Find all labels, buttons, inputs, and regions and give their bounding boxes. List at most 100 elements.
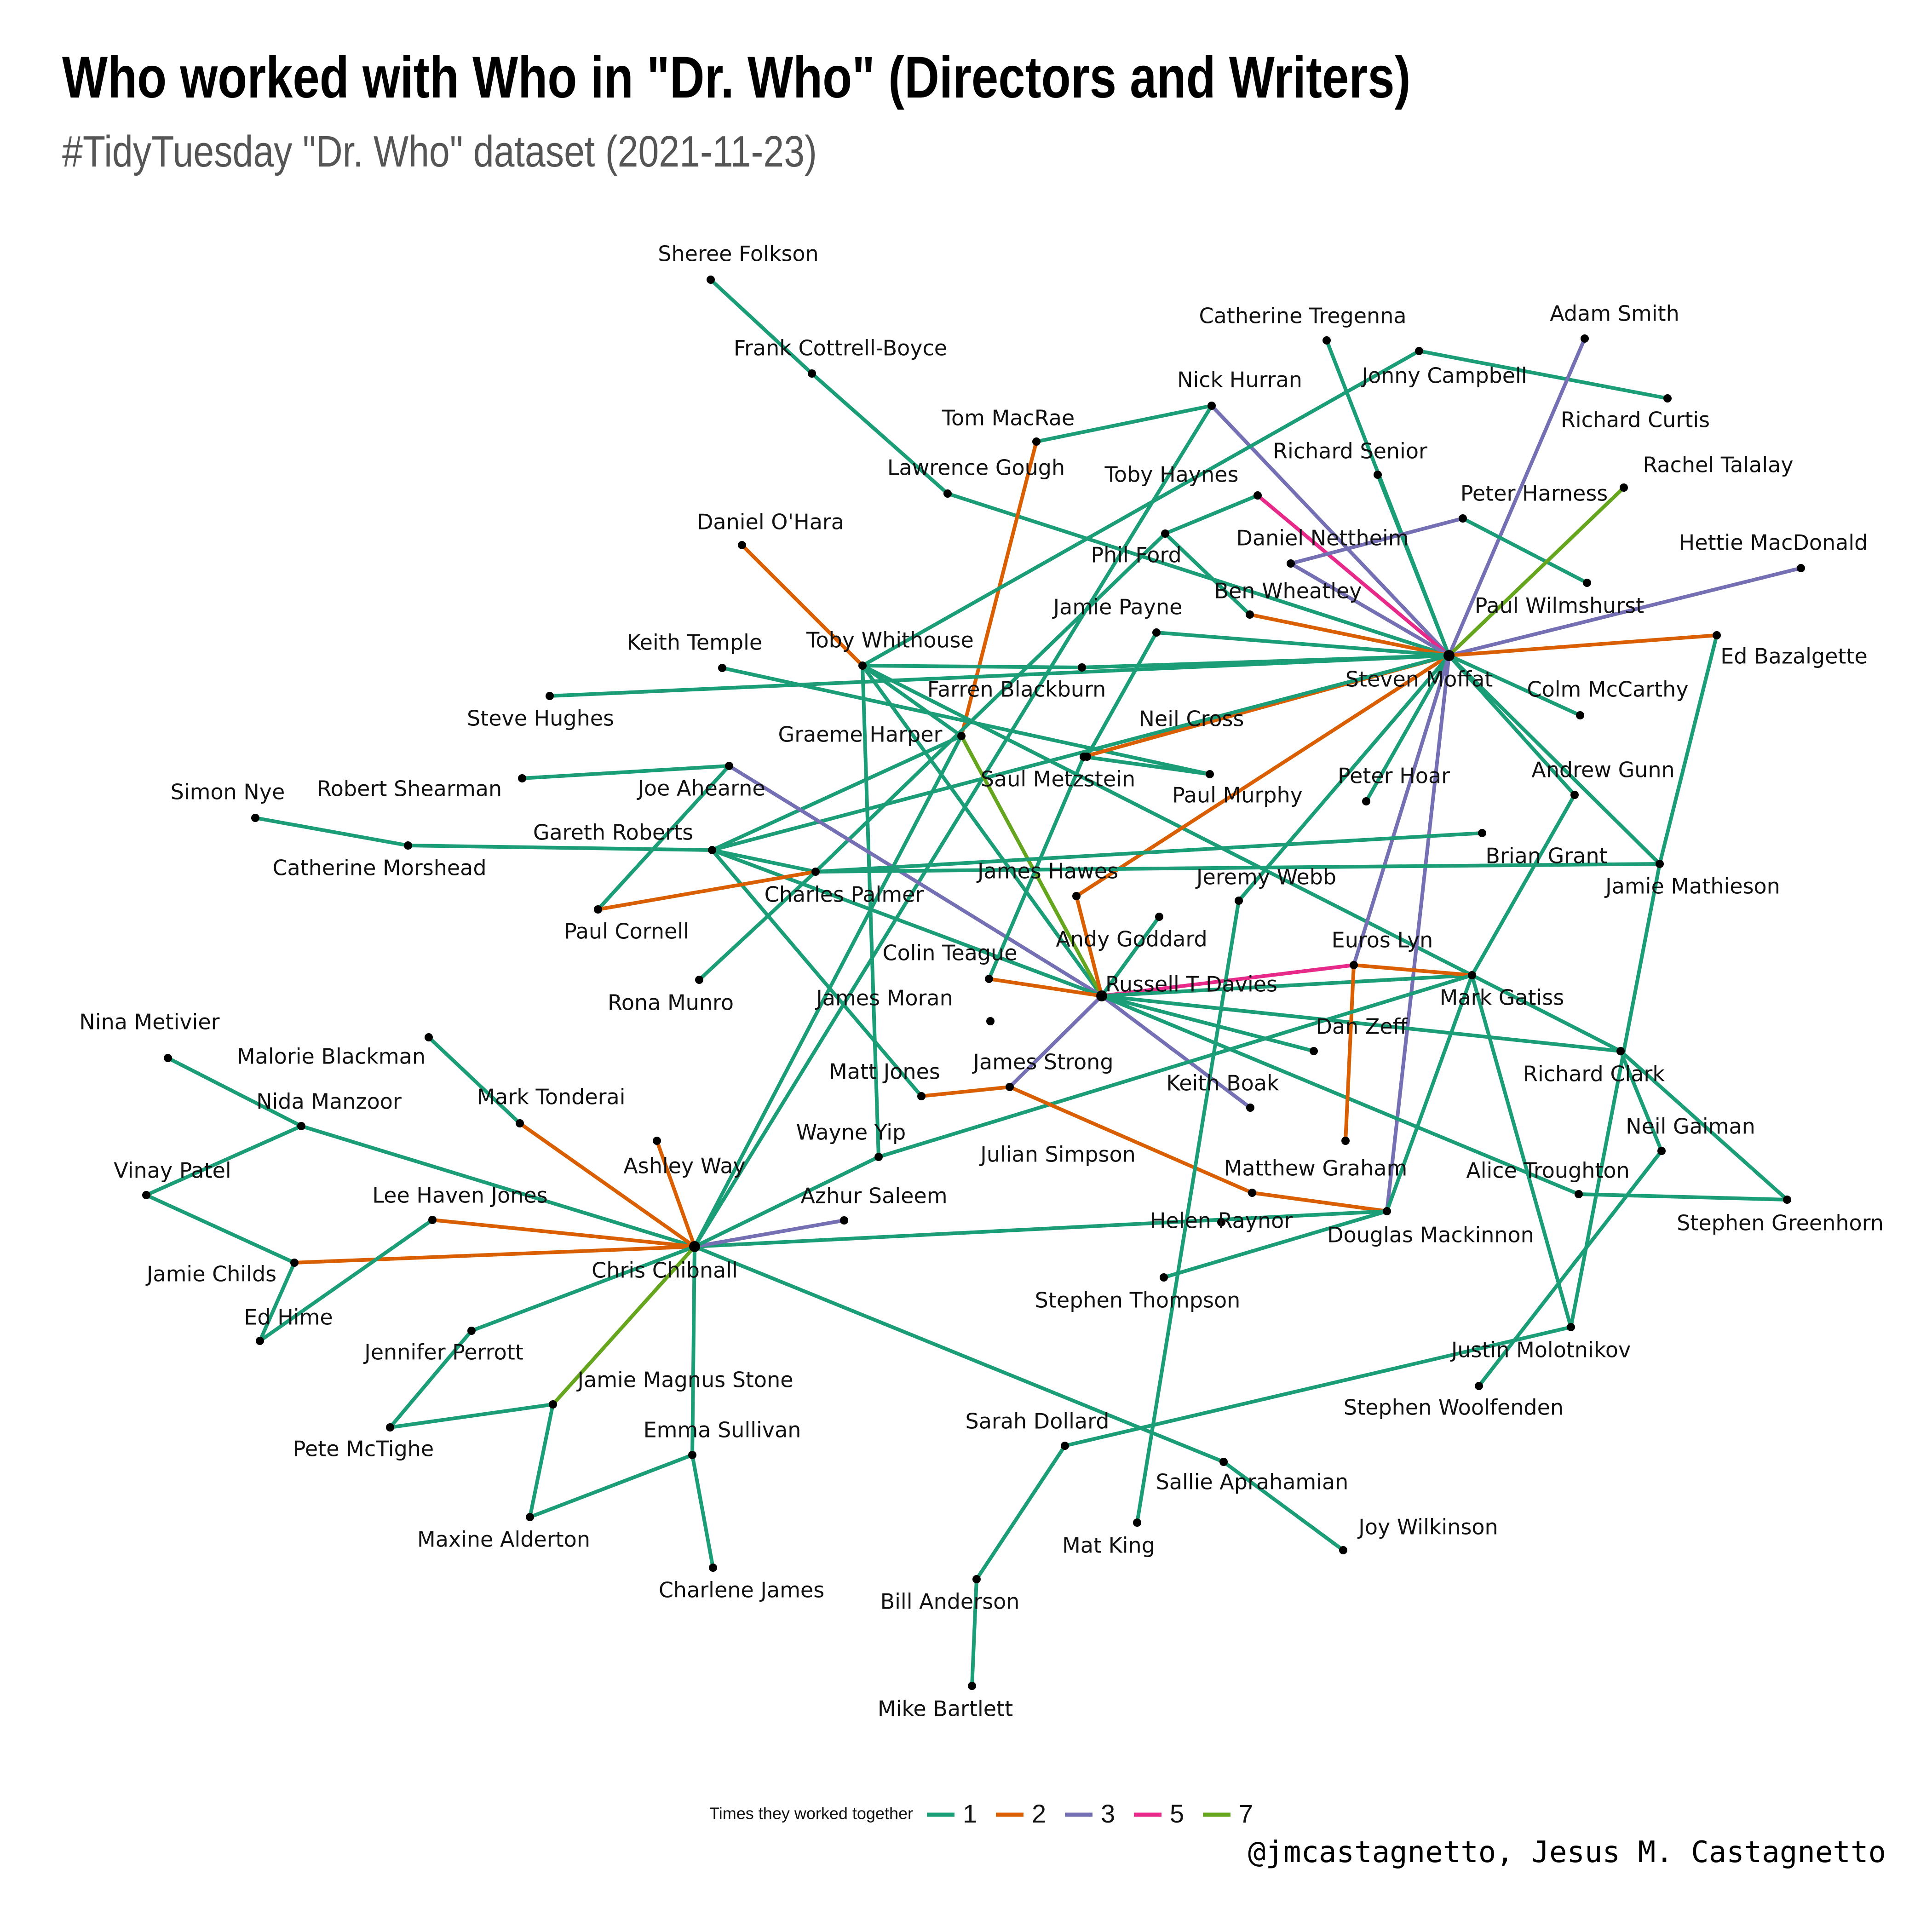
- edge-paul-cornell-charles-palmer: [596, 870, 817, 911]
- edge-phil-ford-charles-palmer: [814, 532, 1167, 874]
- node-andy-goddard: [1155, 913, 1163, 921]
- node-daniel-o-hara: [738, 541, 746, 549]
- node-paul-murphy: [1206, 770, 1214, 778]
- edge-steven-moffat-james-hawes: [1075, 654, 1451, 898]
- node-label-nida-manzoor: Nida Manzoor: [256, 1089, 402, 1114]
- node-label-gareth-roberts: Gareth Roberts: [533, 820, 693, 845]
- node-label-wayne-yip: Wayne Yip: [796, 1120, 906, 1145]
- node-label-daniel-nettheim: Daniel Nettheim: [1236, 526, 1409, 551]
- node-label-alice-troughton: Alice Troughton: [1466, 1158, 1629, 1183]
- edge-phil-ford-toby-haynes: [1163, 494, 1259, 535]
- node-label-mark-tonderai: Mark Tonderai: [477, 1085, 625, 1110]
- edge-james-strong-matthew-graham: [1008, 1085, 1254, 1195]
- node-lee-haven-jones: [428, 1216, 437, 1224]
- edge-sallie-aprahamian-joy-wilkinson: [1222, 1460, 1345, 1552]
- node-mat-king: [1133, 1518, 1141, 1527]
- legend-title: Times they worked together: [709, 1804, 913, 1823]
- node-label-toby-haynes: Toby Haynes: [1104, 462, 1239, 487]
- node-label-andy-goddard: Andy Goddard: [1056, 927, 1207, 952]
- edge-pete-mctighe-jamie-magnus-stone: [388, 1403, 555, 1429]
- edge-jamie-payne-neil-cross: [1085, 631, 1158, 759]
- edge-peter-harness-paul-wilmshurst: [1461, 517, 1589, 585]
- edge-jeremy-webb-mat-king: [1135, 899, 1241, 1524]
- edge-emma-sullivan-charlene-james: [690, 1453, 715, 1570]
- node-label-ben-wheatley: Ben Wheatley: [1214, 579, 1362, 604]
- edge-steven-moffat-gareth-roberts: [710, 654, 1451, 852]
- label-layer: Sheree Folkson Frank Cottrell-Boyce Lawren…: [79, 242, 1884, 1721]
- caption: @jmcastagnetto, Jesus M. Castagnetto: [1248, 1835, 1886, 1869]
- node-jonny-campbell: [1415, 347, 1423, 355]
- node-label-neil-cross: Neil Cross: [1139, 707, 1244, 731]
- edge-steven-moffat-euros-lyn: [1352, 654, 1451, 967]
- edge-justin-molotnikov-sarah-dollard: [1063, 1325, 1573, 1448]
- node-label-catherine-tregenna: Catherine Tregenna: [1199, 304, 1406, 328]
- edge-sarah-dollard-bill-anderson: [975, 1444, 1067, 1581]
- node-label-ashley-way: Ashley Way: [623, 1154, 745, 1179]
- node-label-james-moran: James Moran: [815, 986, 953, 1011]
- node-phil-ford: [1161, 529, 1169, 538]
- node-label-nina-metivier: Nina Metivier: [79, 1010, 219, 1035]
- node-steven-moffat: [1443, 650, 1455, 661]
- edge-rachel-talalay-steven-moffat: [1447, 486, 1626, 657]
- edge-lawrence-gough-steven-moffat: [946, 492, 1451, 657]
- node-label-julian-simpson: Julian Simpson: [979, 1142, 1136, 1167]
- edge-charles-palmer-brian-grant: [814, 831, 1484, 874]
- node-toby-whithouse: [858, 661, 867, 670]
- node-label-farren-blackburn: Farren Blackburn: [927, 677, 1106, 702]
- edge-richard-senior-steven-moffat: [1376, 473, 1451, 657]
- edge-catherine-morshead-gareth-roberts: [406, 844, 714, 852]
- node-label-brian-grant: Brian Grant: [1485, 844, 1607, 868]
- node-sallie-aprahamian: [1219, 1458, 1228, 1466]
- edge-saul-metzstein-colin-teague: [987, 755, 1086, 981]
- node-charlene-james: [709, 1564, 717, 1572]
- node-jamie-mathieson: [1656, 860, 1664, 868]
- legend-label-5: 5: [1170, 1799, 1184, 1828]
- edge-richard-clark-stephen-greenhorn: [1619, 1049, 1789, 1202]
- edge-mark-gatiss-justin-molotnikov: [1470, 973, 1573, 1329]
- node-label-rona-munro: Rona Munro: [608, 990, 734, 1015]
- node-label-jonny-campbell: Jonny Campbell: [1360, 363, 1527, 388]
- edge-chris-chibnall-jamie-magnus-stone: [551, 1245, 696, 1406]
- node-label-lee-haven-jones: Lee Haven Jones: [372, 1183, 547, 1208]
- node-label-charlene-james: Charlene James: [659, 1578, 824, 1603]
- node-ben-wheatley: [1246, 610, 1254, 619]
- node-label-phil-ford: Phil Ford: [1091, 543, 1181, 568]
- node-label-daniel-o-hara: Daniel O'Hara: [697, 510, 844, 535]
- node-james-strong: [1006, 1083, 1014, 1091]
- edge-toby-whithouse-farren-blackburn: [861, 664, 1084, 669]
- node-label-bill-anderson: Bill Anderson: [880, 1589, 1020, 1614]
- node-label-mark-gatiss: Mark Gatiss: [1440, 985, 1564, 1010]
- node-label-colin-teague: Colin Teague: [882, 941, 1017, 966]
- node-label-keith-boak: Keith Boak: [1166, 1071, 1279, 1096]
- edge-neil-gaiman-stephen-woolfenden: [1477, 1149, 1663, 1388]
- node-label-douglas-mackinnon: Douglas Mackinnon: [1327, 1223, 1534, 1248]
- edge-mark-gatiss-douglas-mackinnon: [1385, 973, 1474, 1213]
- node-label-james-hawes: James Hawes: [976, 859, 1118, 884]
- node-neil-gaiman: [1657, 1147, 1666, 1155]
- node-label-andrew-gunn: Andrew Gunn: [1531, 758, 1674, 782]
- node-colm-mccarthy: [1576, 711, 1584, 719]
- edge-tom-macrae-nick-hurran: [1035, 404, 1213, 443]
- edge-gareth-roberts-russell-t-davies: [710, 848, 1104, 998]
- node-label-stephen-thompson: Stephen Thompson: [1035, 1288, 1241, 1313]
- node-paul-wilmshurst: [1583, 579, 1591, 587]
- edge-douglas-mackinnon-stephen-thompson: [1162, 1209, 1389, 1279]
- node-russell-t-davies: [1096, 990, 1107, 1001]
- edge-douglas-mackinnon-chris-chibnall: [693, 1209, 1389, 1248]
- node-lawrence-gough: [943, 489, 952, 498]
- node-mark-tonderai: [516, 1119, 524, 1127]
- node-mike-bartlett: [968, 1682, 976, 1690]
- edge-chris-chibnall-sallie-aprahamian: [693, 1245, 1225, 1464]
- node-stephen-woolfenden: [1475, 1382, 1483, 1390]
- node-joe-ahearne: [725, 762, 733, 770]
- node-robert-shearman: [518, 774, 526, 782]
- edge-ed-bazalgette-jamie-mathieson: [1658, 633, 1719, 866]
- node-rona-munro: [695, 976, 703, 984]
- node-adam-smith: [1581, 334, 1589, 343]
- node-nick-hurran: [1208, 402, 1216, 410]
- edge-richard-clark-neil-gaiman: [1619, 1049, 1663, 1153]
- node-label-maxine-alderton: Maxine Alderton: [417, 1527, 590, 1552]
- edge-adam-smith-steven-moffat: [1447, 337, 1587, 657]
- node-julian-simpson: [1341, 1137, 1350, 1145]
